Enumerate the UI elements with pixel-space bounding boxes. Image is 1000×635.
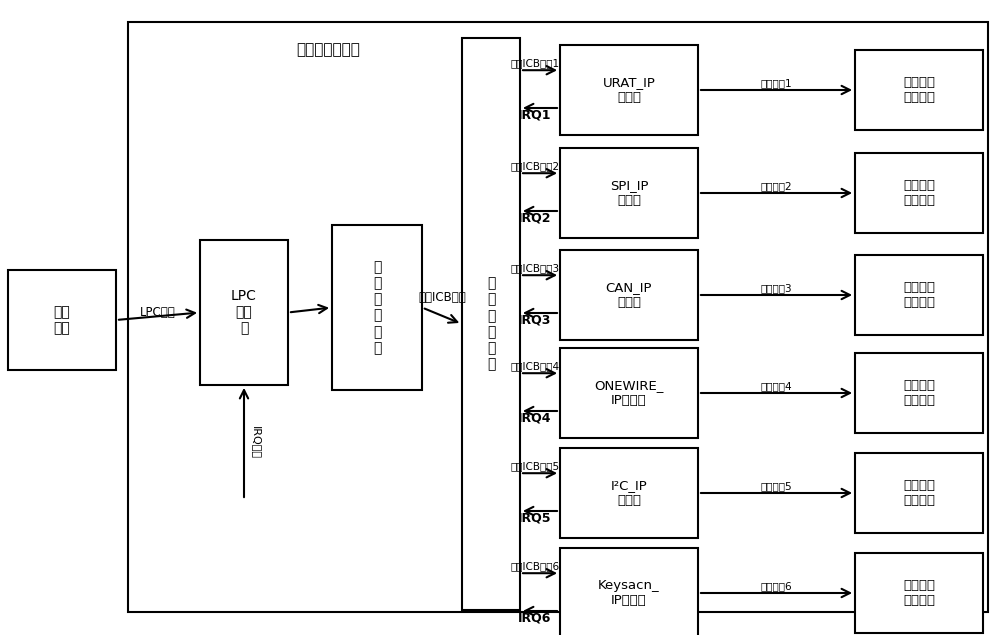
Text: IRQ6: IRQ6: [518, 612, 552, 624]
Text: IRQ5: IRQ5: [518, 512, 552, 525]
Bar: [855, 255, 983, 335]
Bar: [560, 148, 698, 238]
Bar: [200, 240, 288, 385]
Text: 第三类型
外部设备: 第三类型 外部设备: [903, 281, 935, 309]
Text: 可编程逻辑器件: 可编程逻辑器件: [296, 43, 360, 58]
Bar: [855, 50, 983, 130]
Bar: [855, 453, 983, 533]
Text: LPC
从模
块: LPC 从模 块: [231, 290, 257, 336]
Bar: [855, 553, 983, 633]
Text: 标准总线6: 标准总线6: [761, 581, 792, 591]
Text: IRQ4: IRQ4: [518, 411, 552, 425]
Text: 第六类型
外部设备: 第六类型 外部设备: [903, 579, 935, 607]
Bar: [560, 448, 698, 538]
Bar: [462, 38, 520, 610]
Bar: [855, 353, 983, 433]
Text: Keysacn_
IP核模块: Keysacn_ IP核模块: [598, 579, 660, 607]
Text: ONEWIRE_
IP核模块: ONEWIRE_ IP核模块: [594, 379, 664, 407]
Text: 标准总线4: 标准总线4: [761, 381, 792, 391]
Bar: [560, 250, 698, 340]
Text: 匹
配
转
换
模
块: 匹 配 转 换 模 块: [373, 260, 381, 355]
Text: IRQ3: IRQ3: [518, 314, 552, 326]
Text: I²C_IP
核模块: I²C_IP 核模块: [611, 479, 647, 507]
Text: 标准总线2: 标准总线2: [761, 181, 792, 191]
Text: IRQ总线: IRQ总线: [251, 426, 261, 459]
Text: 标准总线1: 标准总线1: [761, 78, 792, 88]
Text: 标准总线3: 标准总线3: [761, 283, 792, 293]
Bar: [560, 348, 698, 438]
Bar: [128, 22, 988, 612]
Text: 第五类型
外部设备: 第五类型 外部设备: [903, 479, 935, 507]
Text: 第二ICB总线3: 第二ICB总线3: [510, 263, 560, 273]
Text: SPI_IP
核模块: SPI_IP 核模块: [610, 179, 648, 207]
Text: 第二类型
外部设备: 第二类型 外部设备: [903, 179, 935, 207]
Text: CAN_IP
核模块: CAN_IP 核模块: [606, 281, 652, 309]
Text: 第一类型
外部设备: 第一类型 外部设备: [903, 76, 935, 104]
Bar: [332, 225, 422, 390]
Text: 第四类型
外部设备: 第四类型 外部设备: [903, 379, 935, 407]
Bar: [560, 548, 698, 635]
Text: URAT_IP
核模块: URAT_IP 核模块: [603, 76, 655, 104]
Text: IRQ1: IRQ1: [518, 109, 552, 121]
Bar: [8, 270, 116, 370]
Bar: [560, 45, 698, 135]
Text: 第二ICB总线2: 第二ICB总线2: [510, 161, 560, 171]
Text: 第二ICB总线5: 第二ICB总线5: [510, 461, 560, 471]
Text: 第二ICB总线1: 第二ICB总线1: [510, 58, 560, 68]
Text: 第二ICB总线6: 第二ICB总线6: [510, 561, 560, 572]
Text: 第一ICB总线: 第一ICB总线: [418, 291, 466, 304]
Bar: [855, 153, 983, 233]
Text: 飞腾
芯片: 飞腾 芯片: [54, 305, 70, 335]
Text: 地
址
分
配
模
块: 地 址 分 配 模 块: [487, 276, 495, 371]
Text: IRQ2: IRQ2: [518, 211, 552, 225]
Text: LPC总线: LPC总线: [140, 305, 176, 319]
Text: 第二ICB总线4: 第二ICB总线4: [510, 361, 560, 371]
Text: 标准总线5: 标准总线5: [761, 481, 792, 491]
